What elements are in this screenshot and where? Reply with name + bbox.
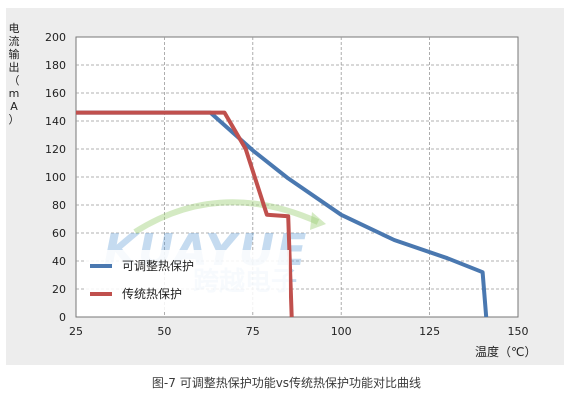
y-tick-label: 160: [45, 87, 66, 100]
x-axis-label: 温度（℃）: [475, 345, 537, 359]
x-tick-label: 150: [508, 325, 529, 338]
y-tick-label: 40: [52, 255, 66, 268]
x-tick-label: 50: [157, 325, 171, 338]
x-tick-label: 25: [69, 325, 83, 338]
y-tick-label: 80: [52, 199, 66, 212]
watermark-arrowhead: [310, 212, 326, 230]
y-tick-label: 180: [45, 59, 66, 72]
x-tick-label: 100: [331, 325, 352, 338]
y-axis-label-char: m: [8, 87, 20, 100]
legend-box: [84, 250, 289, 310]
y-axis-label-char: 电: [8, 22, 20, 35]
y-tick-label: 60: [52, 227, 66, 240]
watermark-swoosh: [133, 199, 320, 235]
y-axis-label-char: 出: [8, 61, 20, 74]
legend-label-1: 传统热保护: [122, 286, 182, 301]
y-axis-label-char: A: [10, 100, 18, 113]
legend-label-0: 可调整热保护: [122, 258, 194, 273]
figure-caption: 图-7 可调整热保护功能vs传统热保护功能对比曲线: [151, 376, 422, 390]
y-axis-label-char: 流: [8, 35, 20, 48]
y-axis-label-char: 输: [8, 48, 20, 61]
y-axis-label: 电流输出（m A）: [6, 22, 22, 126]
y-tick-label: 200: [45, 31, 66, 44]
x-tick-label: 125: [419, 325, 440, 338]
y-axis-label-char: ）: [8, 113, 20, 126]
y-axis-label-char: （: [8, 74, 20, 87]
series-line-1: [76, 110, 294, 318]
x-tick-label: 75: [246, 325, 260, 338]
y-tick-label: 20: [52, 283, 66, 296]
y-tick-label: 0: [59, 311, 66, 324]
y-tick-label: 140: [45, 115, 66, 128]
y-tick-label: 120: [45, 143, 66, 156]
series-line-0: [76, 110, 489, 318]
y-tick-label: 100: [45, 171, 66, 184]
